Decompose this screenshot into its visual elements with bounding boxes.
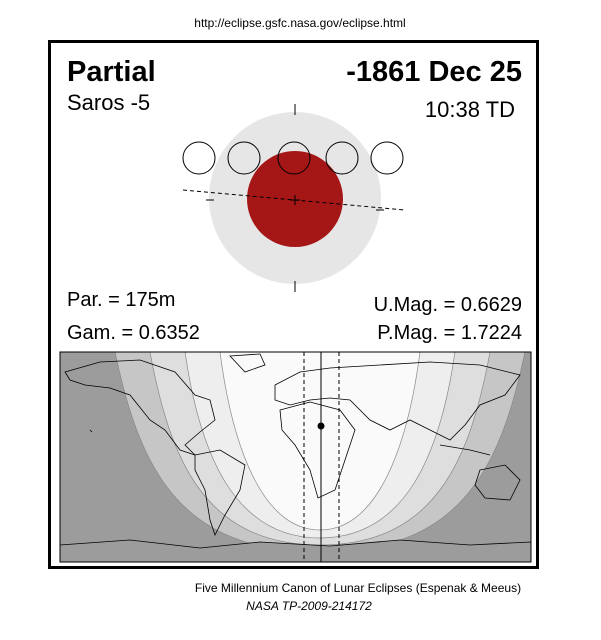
- eclipse-geometry: [182, 104, 406, 292]
- eclipse-type: Partial: [67, 56, 156, 88]
- canon: Five Millennium Canon of Lunar Eclipses …: [195, 581, 521, 595]
- gam: Gam. = 0.6352: [67, 322, 200, 344]
- greatest-eclipse-point: [317, 422, 325, 430]
- eclipse-date: -1861 Dec 25: [346, 56, 522, 88]
- time: 10:38 TD: [425, 97, 515, 122]
- coastlines: [64, 353, 521, 537]
- umag: U.Mag. = 0.6629: [374, 294, 522, 316]
- reference: NASA TP-2009-214172: [246, 599, 372, 613]
- par: Par. = 175m: [67, 289, 175, 311]
- pmag: P.Mag. = 1.7224: [377, 322, 522, 344]
- markers: [206, 104, 384, 292]
- url: http://eclipse.gsfc.nasa.gov/eclipse.htm…: [194, 16, 405, 30]
- map-frame: [59, 351, 532, 563]
- saros: Saros -5: [67, 90, 150, 115]
- world-map: [60, 352, 531, 562]
- moon-positions: [182, 141, 404, 175]
- moon-path: [182, 189, 406, 211]
